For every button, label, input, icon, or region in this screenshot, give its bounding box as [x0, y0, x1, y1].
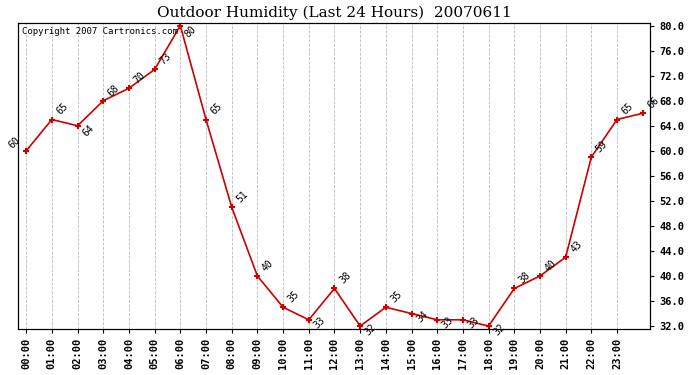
Text: 80: 80 — [183, 24, 199, 39]
Text: 68: 68 — [106, 82, 121, 98]
Text: 59: 59 — [594, 139, 609, 154]
Text: 33: 33 — [312, 315, 327, 331]
Title: Outdoor Humidity (Last 24 Hours)  20070611: Outdoor Humidity (Last 24 Hours) 2007061… — [157, 6, 512, 20]
Text: 40: 40 — [260, 258, 275, 273]
Text: 33: 33 — [440, 315, 455, 331]
Text: 43: 43 — [569, 239, 584, 254]
Text: 60: 60 — [7, 135, 22, 151]
Text: 35: 35 — [286, 289, 302, 304]
Text: 65: 65 — [209, 101, 224, 117]
Text: 33: 33 — [466, 315, 481, 331]
Text: 64: 64 — [80, 123, 96, 138]
Text: 38: 38 — [517, 270, 533, 286]
Text: Copyright 2007 Cartronics.com: Copyright 2007 Cartronics.com — [21, 27, 177, 36]
Text: 70: 70 — [132, 70, 147, 86]
Text: 73: 73 — [157, 51, 172, 67]
Text: 66: 66 — [645, 95, 661, 111]
Text: 32: 32 — [491, 322, 506, 337]
Text: 65: 65 — [55, 101, 70, 117]
Text: 40: 40 — [543, 258, 558, 273]
Text: 35: 35 — [388, 289, 404, 304]
Text: 32: 32 — [363, 322, 378, 337]
Text: 65: 65 — [620, 101, 635, 117]
Text: 34: 34 — [414, 309, 430, 325]
Text: 51: 51 — [235, 189, 250, 204]
Text: 38: 38 — [337, 270, 353, 286]
